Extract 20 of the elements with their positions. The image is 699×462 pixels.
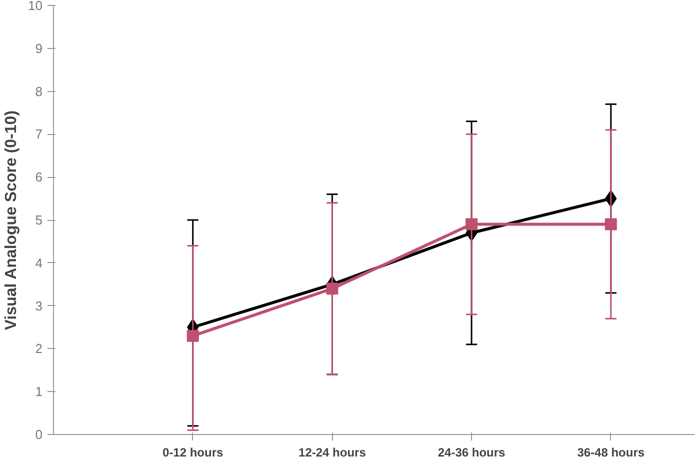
- point: [466, 218, 478, 230]
- x-tick-label: 36-48 hours: [577, 446, 645, 460]
- point: [326, 282, 338, 295]
- y-tick-label: 8: [35, 84, 43, 99]
- point: [186, 330, 199, 342]
- y-axis-title: Visual Analogue Score (0-10): [3, 110, 20, 330]
- y-tick-label: 5: [35, 212, 43, 228]
- y-tick-label: 6: [35, 170, 43, 185]
- y-tick-label: 4: [35, 255, 43, 270]
- y-tick-label: 10: [28, 0, 43, 13]
- y-tick-label: 0: [35, 427, 43, 442]
- point: [604, 218, 617, 230]
- y-tick-label: 2: [35, 341, 43, 356]
- y-tick-label: 1: [35, 384, 43, 400]
- y-tick-label: 7: [35, 126, 43, 142]
- x-tick-label: 24-36 hours: [438, 446, 506, 460]
- y-tick-label: 3: [35, 298, 43, 314]
- x-tick-label: 0-12 hours: [162, 446, 224, 460]
- y-tick-label: 9: [35, 40, 43, 56]
- x-tick-label: 12-24 hours: [298, 446, 366, 460]
